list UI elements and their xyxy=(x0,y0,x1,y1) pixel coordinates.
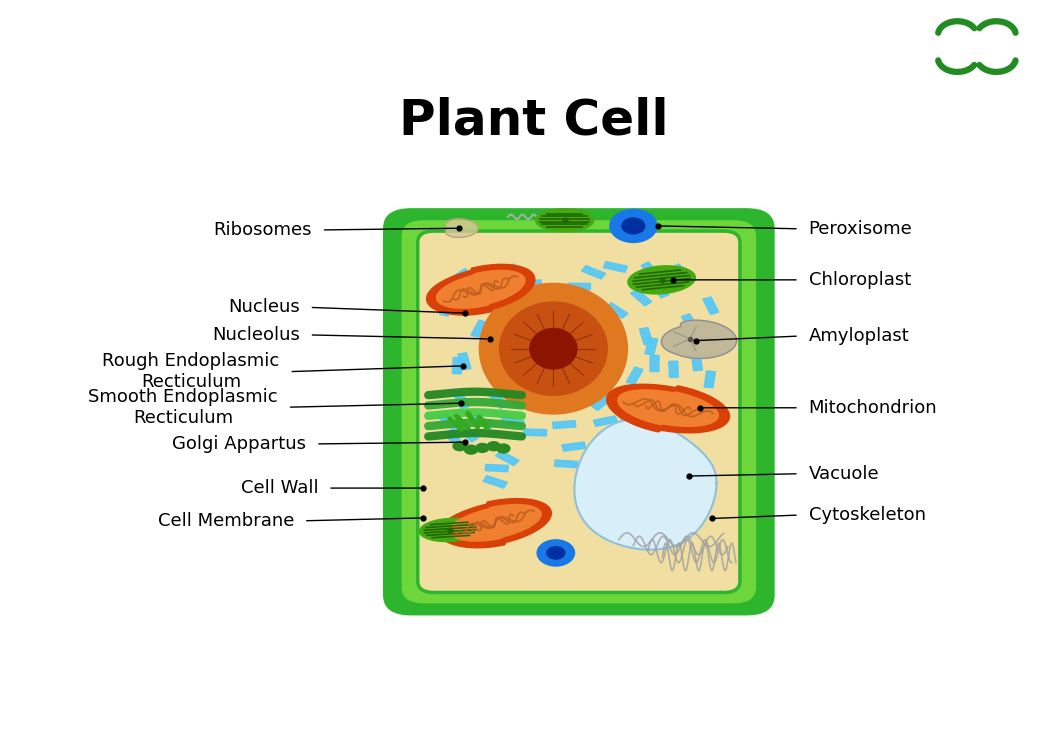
Polygon shape xyxy=(453,391,469,408)
Polygon shape xyxy=(672,264,694,280)
Polygon shape xyxy=(618,390,718,426)
Circle shape xyxy=(537,539,575,567)
Polygon shape xyxy=(447,276,467,293)
Polygon shape xyxy=(692,354,702,371)
Circle shape xyxy=(487,441,501,451)
Polygon shape xyxy=(662,320,737,358)
Polygon shape xyxy=(500,417,524,427)
Circle shape xyxy=(546,546,566,559)
Polygon shape xyxy=(578,464,602,472)
Polygon shape xyxy=(655,408,675,425)
Polygon shape xyxy=(562,442,586,451)
Polygon shape xyxy=(703,297,719,314)
Polygon shape xyxy=(452,358,463,374)
Polygon shape xyxy=(440,498,551,548)
Circle shape xyxy=(621,218,645,235)
Text: Cell Wall: Cell Wall xyxy=(241,479,319,497)
Text: Peroxisome: Peroxisome xyxy=(809,220,913,238)
Polygon shape xyxy=(444,430,464,447)
Polygon shape xyxy=(457,270,481,284)
Circle shape xyxy=(452,441,467,451)
Polygon shape xyxy=(568,283,591,290)
Polygon shape xyxy=(483,475,507,488)
Polygon shape xyxy=(669,361,678,378)
Polygon shape xyxy=(440,299,454,316)
Polygon shape xyxy=(630,289,651,305)
Polygon shape xyxy=(495,264,519,279)
FancyBboxPatch shape xyxy=(401,221,756,603)
Polygon shape xyxy=(626,367,643,384)
Polygon shape xyxy=(426,264,535,315)
Text: Golgi Appartus: Golgi Appartus xyxy=(172,435,306,453)
Polygon shape xyxy=(593,416,618,426)
Polygon shape xyxy=(489,285,513,299)
Text: Cytoskeleton: Cytoskeleton xyxy=(809,506,925,524)
Polygon shape xyxy=(420,519,480,542)
Text: Nucleus: Nucleus xyxy=(228,299,300,317)
Polygon shape xyxy=(581,265,605,279)
Polygon shape xyxy=(605,302,628,318)
Polygon shape xyxy=(446,219,478,238)
Polygon shape xyxy=(449,504,541,541)
Ellipse shape xyxy=(478,282,628,415)
Polygon shape xyxy=(489,392,507,408)
Polygon shape xyxy=(486,464,508,472)
Text: Vacuole: Vacuole xyxy=(809,465,879,483)
Polygon shape xyxy=(650,355,659,372)
Text: Nucleolus: Nucleolus xyxy=(212,326,300,344)
Polygon shape xyxy=(524,429,547,436)
Circle shape xyxy=(610,209,658,243)
Polygon shape xyxy=(599,454,623,464)
Ellipse shape xyxy=(499,302,607,396)
Polygon shape xyxy=(681,314,699,331)
Polygon shape xyxy=(685,406,704,423)
Polygon shape xyxy=(619,406,642,422)
Polygon shape xyxy=(552,421,576,428)
Polygon shape xyxy=(618,437,639,453)
Text: Cell Membrane: Cell Membrane xyxy=(157,512,294,530)
Polygon shape xyxy=(641,262,661,279)
FancyBboxPatch shape xyxy=(383,208,774,615)
Text: Chloroplast: Chloroplast xyxy=(809,271,911,289)
Polygon shape xyxy=(704,371,716,387)
Polygon shape xyxy=(640,328,653,345)
Polygon shape xyxy=(472,414,495,429)
Polygon shape xyxy=(471,320,488,337)
Text: Smooth Endoplasmic
Recticulum: Smooth Endoplasmic Recticulum xyxy=(89,388,278,427)
Polygon shape xyxy=(456,425,478,442)
Text: Mitochondrion: Mitochondrion xyxy=(809,399,937,416)
Polygon shape xyxy=(654,434,678,448)
Polygon shape xyxy=(437,270,525,308)
Polygon shape xyxy=(496,451,519,466)
FancyBboxPatch shape xyxy=(418,231,740,592)
Polygon shape xyxy=(536,209,594,232)
Text: Ribosomes: Ribosomes xyxy=(214,221,312,239)
Polygon shape xyxy=(591,394,613,410)
Polygon shape xyxy=(603,261,627,272)
Polygon shape xyxy=(448,269,471,284)
Polygon shape xyxy=(574,419,717,550)
Circle shape xyxy=(496,443,511,454)
Polygon shape xyxy=(607,448,632,461)
Polygon shape xyxy=(439,414,460,430)
Text: Rough Endoplasmic
Recticulum: Rough Endoplasmic Recticulum xyxy=(102,352,279,391)
Polygon shape xyxy=(650,281,669,298)
Polygon shape xyxy=(554,460,577,468)
Circle shape xyxy=(464,445,478,454)
Polygon shape xyxy=(628,266,695,294)
Polygon shape xyxy=(518,280,542,288)
Polygon shape xyxy=(606,384,729,433)
Text: Plant Cell: Plant Cell xyxy=(399,97,669,145)
Text: Amyloplast: Amyloplast xyxy=(809,327,910,345)
Polygon shape xyxy=(645,338,658,355)
Polygon shape xyxy=(457,353,471,370)
Circle shape xyxy=(475,443,490,453)
Ellipse shape xyxy=(529,328,577,370)
